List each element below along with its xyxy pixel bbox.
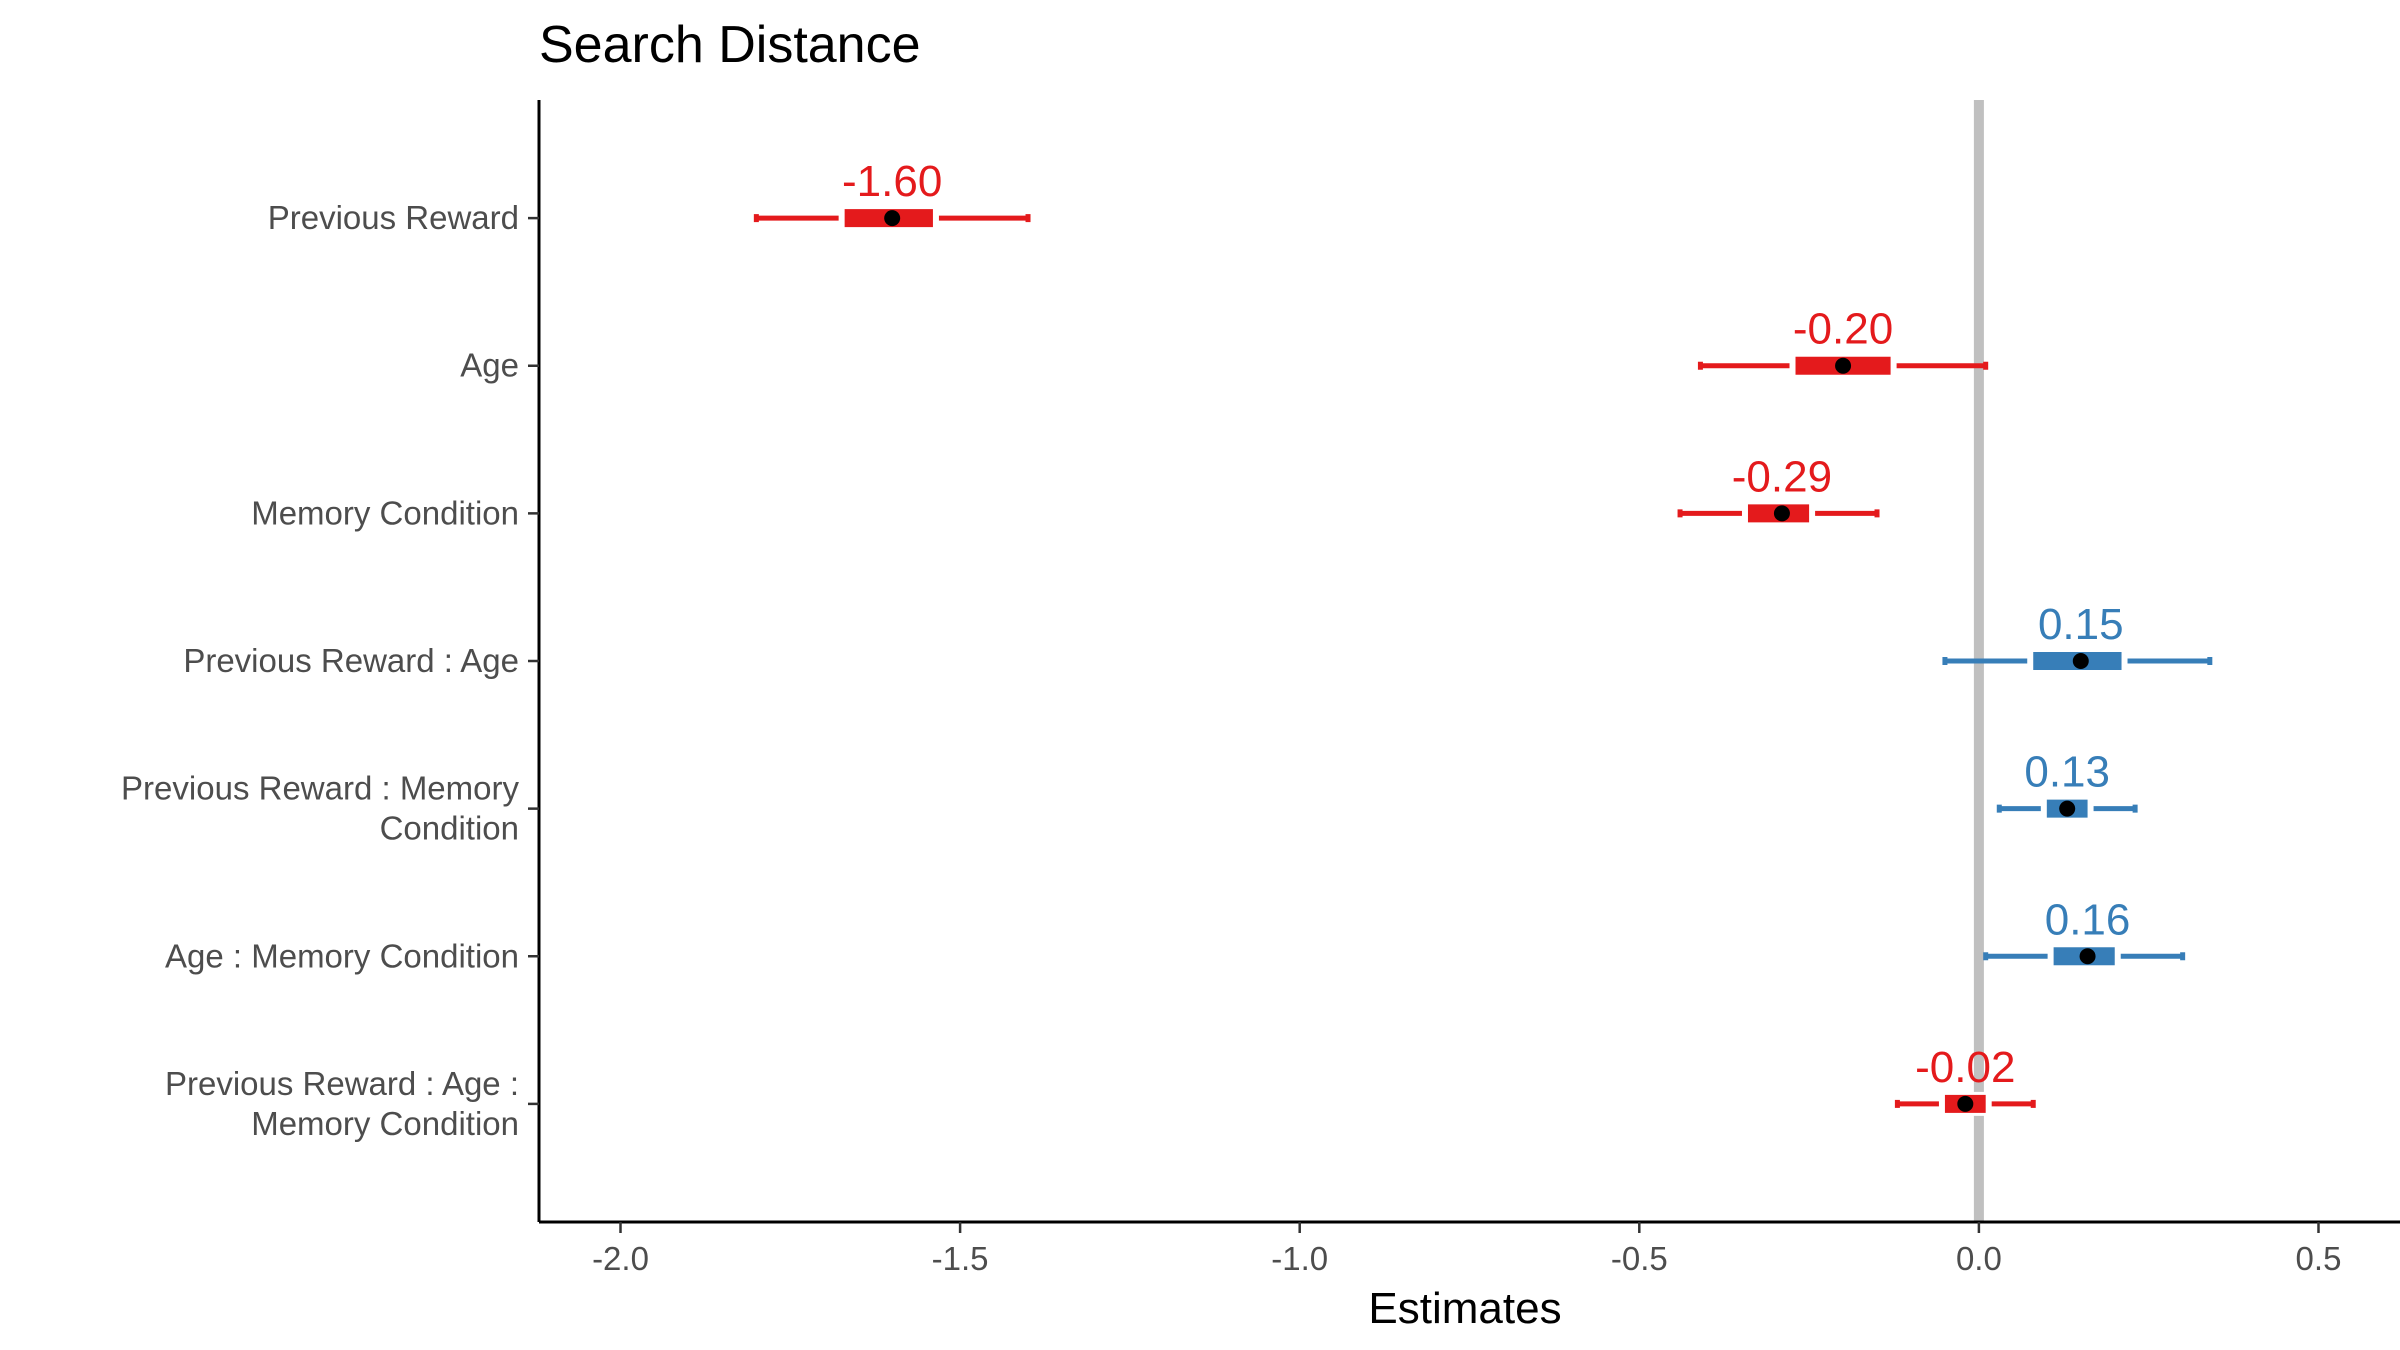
y-tick-label: Age bbox=[460, 347, 519, 384]
x-tick-label: -1.0 bbox=[1271, 1240, 1328, 1277]
x-tick-label: -1.5 bbox=[932, 1240, 989, 1277]
estimate-value-label: 0.15 bbox=[2038, 600, 2124, 649]
term-row: -1.60 bbox=[753, 157, 1031, 231]
y-tick-label: Memory Condition bbox=[251, 494, 519, 531]
term-row: -0.20 bbox=[1697, 305, 1989, 378]
x-tick-label: -0.5 bbox=[1611, 1240, 1668, 1277]
term-row: -0.29 bbox=[1677, 452, 1880, 526]
x-axis-title: Estimates bbox=[1368, 1284, 1561, 1333]
chart-title: Search Distance bbox=[539, 16, 921, 74]
axes-layer: -2.0 -1.5 -1.0 -0.5 0.0 0.5 Previous Reward Age… bbox=[121, 100, 2400, 1277]
estimate-value-label: -1.60 bbox=[842, 157, 942, 206]
x-tick-label: 0.0 bbox=[1956, 1240, 2002, 1277]
estimate-point bbox=[884, 210, 901, 227]
estimate-value-label: 0.13 bbox=[2024, 748, 2110, 797]
estimate-point bbox=[2059, 800, 2076, 817]
marks-layer: -1.60 -0.20 -0.29 0.15 0.13 0.16 -0.02 bbox=[753, 157, 2213, 1116]
estimate-value-label: -0.29 bbox=[1732, 452, 1832, 501]
x-tick-label: -2.0 bbox=[592, 1240, 649, 1277]
estimate-value-label: -0.20 bbox=[1793, 305, 1893, 354]
estimate-point bbox=[1835, 357, 1852, 374]
term-row: 0.16 bbox=[1983, 895, 2186, 969]
estimate-point bbox=[1957, 1095, 1974, 1112]
y-tick-label: Previous Reward bbox=[268, 199, 519, 236]
term-row: 0.15 bbox=[1942, 600, 2213, 673]
estimate-point bbox=[2072, 653, 2089, 669]
estimate-point bbox=[1773, 505, 1790, 522]
x-tick-label: 0.5 bbox=[2296, 1240, 2342, 1277]
estimate-point bbox=[2079, 948, 2096, 965]
estimate-value-label: 0.16 bbox=[2045, 895, 2131, 944]
y-tick-label: Previous Reward : Age : Memory Condition bbox=[165, 1065, 519, 1142]
estimate-value-label: -0.02 bbox=[1915, 1043, 2015, 1092]
term-row: 0.13 bbox=[1996, 748, 2138, 821]
y-tick-label: Previous Reward : Age bbox=[183, 642, 519, 679]
term-row: -0.02 bbox=[1894, 1043, 2036, 1116]
y-tick-label: Age : Memory Condition bbox=[165, 937, 519, 974]
y-tick-label: Previous Reward : Memory Condition bbox=[121, 770, 519, 847]
